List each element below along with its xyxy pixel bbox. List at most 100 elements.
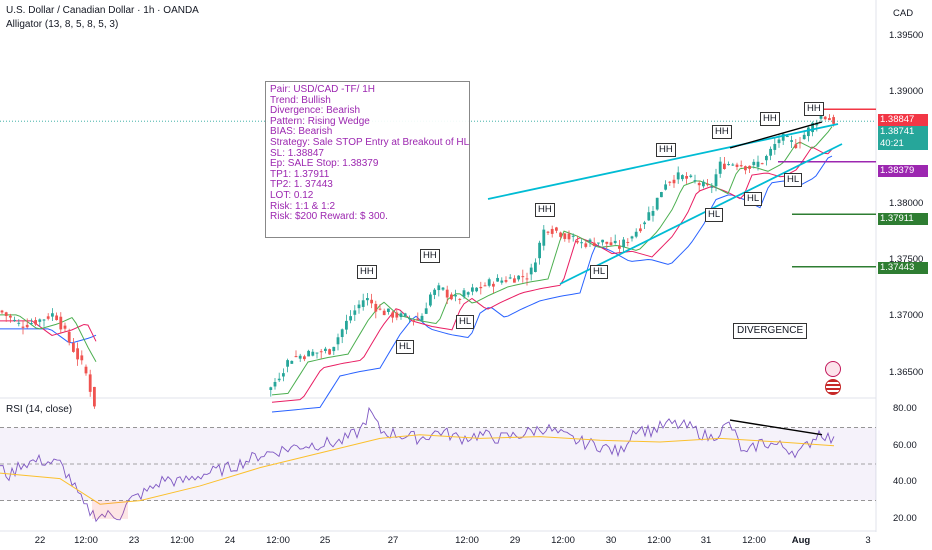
candle-body — [819, 114, 823, 119]
candle-body — [592, 242, 596, 246]
time-axis-label: 24 — [224, 535, 236, 546]
time-axis-label: 29 — [509, 535, 521, 546]
wedge-upper-trendline — [487, 123, 839, 200]
hh-label[interactable]: HH — [420, 249, 440, 263]
candle-body — [324, 348, 327, 351]
candle-body — [681, 175, 684, 180]
candle-body — [412, 320, 415, 322]
candle-body — [576, 240, 579, 243]
candle-body — [46, 316, 50, 319]
candle-body — [773, 144, 777, 150]
candle-body — [660, 192, 663, 198]
candle-body — [433, 289, 436, 295]
entry-price-tag: 1.38379 — [878, 165, 928, 177]
candle-body — [584, 243, 588, 247]
lightning-icon[interactable] — [825, 361, 841, 377]
candle-body — [639, 228, 642, 232]
time-axis-label: 12:00 — [266, 535, 290, 546]
candle-body — [382, 310, 386, 316]
symbol-title[interactable]: U.S. Dollar / Canadian Dollar · 1h · OAN… — [6, 5, 199, 16]
hh-label[interactable]: HH — [656, 143, 676, 157]
candle-body — [30, 323, 33, 325]
tp2-price-tag: 1.37443 — [878, 262, 928, 274]
candle-body — [76, 348, 79, 360]
time-axis-label: 23 — [128, 535, 140, 546]
candle-body — [828, 118, 831, 121]
candle-body — [458, 298, 462, 300]
candle-body — [727, 164, 730, 166]
candle-body — [450, 294, 453, 300]
info-line: Strategy: Sale STOP Entry at Breakout of… — [270, 136, 470, 148]
candle-body — [702, 181, 705, 187]
indicator-legend[interactable]: Alligator (13, 8, 5, 8, 5, 3) — [6, 19, 119, 30]
candle-body — [697, 182, 701, 186]
divergence-label[interactable]: DIVERGENCE — [733, 323, 808, 339]
rsi-oversold-fill — [92, 500, 128, 519]
hl-label[interactable]: HL — [396, 340, 415, 354]
candle-body — [634, 231, 638, 237]
info-line: BIAS: Bearish — [270, 126, 333, 138]
candle-body — [517, 275, 520, 280]
candle-body — [336, 337, 340, 345]
candle-body — [9, 315, 12, 318]
candle-body — [643, 222, 646, 225]
hh-label[interactable]: HH — [535, 203, 555, 217]
time-axis-label: 3 — [865, 535, 871, 546]
hl-label[interactable]: HL — [744, 192, 763, 206]
info-line: SL: 1.38847 — [270, 147, 324, 159]
rsi-axis-label: 60.00 — [893, 439, 917, 451]
candle-body — [294, 356, 298, 358]
trade-info-box[interactable]: Pair: USD/CAD -TF/ 1H Trend: Bullish Div… — [265, 81, 470, 238]
candle-body — [567, 233, 571, 240]
info-line: TP2: 1. 37443 — [270, 179, 333, 191]
hh-label[interactable]: HH — [712, 125, 732, 139]
candle-body — [416, 318, 420, 320]
candle-body — [492, 283, 495, 287]
price-axis-label: 1.39000 — [889, 86, 924, 98]
hl-label[interactable]: HL — [705, 208, 724, 222]
hl-label[interactable]: HL — [456, 315, 475, 329]
info-line: Divergence: Bearish — [270, 105, 361, 117]
rsi-legend[interactable]: RSI (14, close) — [6, 404, 73, 415]
candle-body — [689, 175, 693, 177]
candle-body — [731, 164, 735, 166]
candle-body — [777, 139, 781, 144]
candle-body — [714, 174, 718, 187]
candle-body — [84, 366, 88, 374]
candle-body — [387, 308, 390, 312]
candle-body — [315, 352, 319, 354]
time-axis-label: 12:00 — [74, 535, 98, 546]
hl-label[interactable]: HL — [784, 173, 803, 187]
time-axis-label: 22 — [34, 535, 46, 546]
candle-body — [59, 316, 63, 330]
candle-body — [25, 324, 29, 328]
candle-body — [487, 279, 491, 286]
hh-label[interactable]: HH — [760, 112, 780, 126]
alligator-lips-line — [271, 126, 833, 396]
time-axis-label: 12:00 — [742, 535, 766, 546]
candle-body — [508, 277, 512, 279]
alligator-lips-line — [0, 314, 97, 363]
time-axis-label: 12:00 — [647, 535, 671, 546]
candle-body — [693, 180, 697, 182]
candle-body — [403, 313, 407, 317]
candle-body — [311, 351, 315, 356]
candle-body — [832, 117, 835, 124]
hh-label[interactable]: HH — [804, 102, 824, 116]
candle-body — [811, 122, 814, 133]
candle-body — [580, 242, 583, 244]
candle-body — [760, 163, 764, 165]
candle-body — [399, 313, 403, 318]
candle-body — [328, 349, 331, 355]
hl-label[interactable]: HL — [590, 265, 609, 279]
us-flag-icon[interactable] — [825, 379, 841, 395]
hh-label[interactable]: HH — [357, 265, 377, 279]
candle-body — [88, 374, 92, 392]
last-price-tag: 1.38741 — [878, 126, 928, 138]
candle-body — [345, 320, 348, 330]
sl-price-tag: 1.38847 — [878, 114, 928, 126]
candle-body — [357, 304, 361, 309]
candle-body — [42, 319, 46, 321]
